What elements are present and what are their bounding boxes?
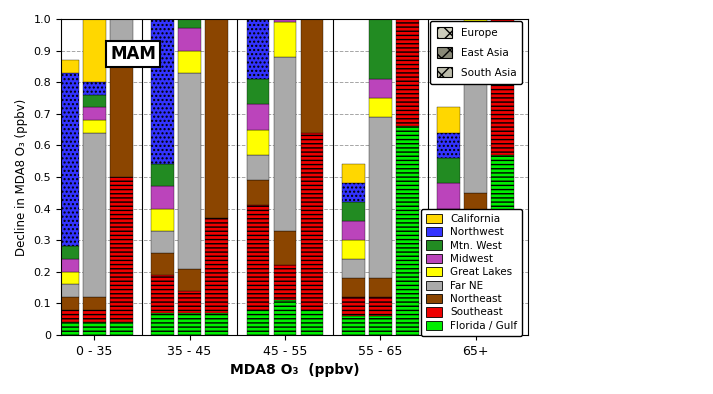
Bar <box>247 205 270 310</box>
Bar <box>274 300 297 335</box>
Bar <box>83 0 106 82</box>
Bar <box>437 133 460 158</box>
Bar <box>151 164 174 186</box>
Bar <box>247 104 270 130</box>
Bar <box>247 130 270 155</box>
Text: MAM: MAM <box>111 45 156 63</box>
Bar <box>56 259 78 272</box>
Bar <box>178 73 201 269</box>
Bar <box>464 38 487 193</box>
Bar <box>83 133 106 297</box>
Bar <box>437 108 460 133</box>
Bar <box>274 0 297 22</box>
Bar <box>342 183 365 202</box>
Bar <box>464 310 487 335</box>
Bar <box>151 186 174 208</box>
Bar <box>342 240 365 259</box>
Bar <box>56 272 78 284</box>
Bar <box>274 230 297 266</box>
Bar <box>369 297 391 316</box>
Bar <box>56 322 78 335</box>
Bar <box>247 0 270 79</box>
X-axis label: MDA8 O₃  (ppbv): MDA8 O₃ (ppbv) <box>230 363 359 377</box>
Bar <box>151 208 174 230</box>
Bar <box>110 66 133 177</box>
Bar <box>178 313 201 335</box>
Bar <box>369 117 391 278</box>
Bar <box>247 310 270 335</box>
Bar <box>301 133 324 310</box>
Bar <box>342 164 365 183</box>
Bar <box>342 202 365 221</box>
Bar <box>110 0 133 66</box>
Bar <box>342 221 365 240</box>
Bar <box>369 316 391 335</box>
Bar <box>83 310 106 322</box>
Bar <box>247 155 270 180</box>
Bar <box>178 291 201 313</box>
Bar <box>151 275 174 313</box>
Bar <box>396 0 419 126</box>
Bar <box>369 278 391 297</box>
Bar <box>56 310 78 322</box>
Bar <box>110 177 133 322</box>
Bar <box>110 322 133 335</box>
Bar <box>83 120 106 133</box>
Bar <box>369 98 391 117</box>
Bar <box>464 193 487 218</box>
Bar <box>342 316 365 335</box>
Bar <box>178 0 201 28</box>
Bar <box>151 13 174 164</box>
Bar <box>464 218 487 310</box>
Bar <box>274 22 297 57</box>
Bar <box>369 0 391 79</box>
Y-axis label: Decline in MDA8 O₃ (ppbv): Decline in MDA8 O₃ (ppbv) <box>15 98 28 256</box>
Bar <box>205 313 228 335</box>
Bar <box>56 73 78 247</box>
Bar <box>178 28 201 50</box>
Bar <box>56 297 78 310</box>
Bar <box>247 180 270 205</box>
Bar <box>491 155 514 335</box>
Bar <box>83 297 106 310</box>
Bar <box>369 79 391 98</box>
Bar <box>205 0 228 218</box>
Bar <box>151 313 174 335</box>
Bar <box>437 158 460 183</box>
Bar <box>437 259 460 284</box>
Bar <box>178 269 201 291</box>
Bar <box>464 0 487 13</box>
Bar <box>83 95 106 108</box>
Bar <box>83 322 106 335</box>
Bar <box>274 266 297 300</box>
Bar <box>301 310 324 335</box>
Bar <box>83 82 106 95</box>
Bar <box>342 259 365 278</box>
Bar <box>83 108 106 120</box>
Bar <box>274 57 297 230</box>
Bar <box>437 183 460 208</box>
Bar <box>437 284 460 310</box>
Bar <box>151 230 174 253</box>
Bar <box>151 253 174 275</box>
Bar <box>437 234 460 259</box>
Bar <box>205 218 228 313</box>
Bar <box>396 126 419 335</box>
Bar <box>56 284 78 297</box>
Bar <box>437 208 460 234</box>
Bar <box>342 297 365 316</box>
Bar <box>56 247 78 259</box>
Bar <box>464 13 487 38</box>
Bar <box>151 0 174 13</box>
Bar <box>247 79 270 104</box>
Legend: California, Northwest, Mtn. West, Midwest, Great Lakes, Far NE, Northeast, South: California, Northwest, Mtn. West, Midwes… <box>421 208 523 336</box>
Bar <box>301 0 324 133</box>
Bar <box>437 310 460 335</box>
Bar <box>491 13 514 155</box>
Bar <box>178 50 201 73</box>
Bar <box>56 60 78 73</box>
Bar <box>491 0 514 13</box>
Bar <box>342 278 365 297</box>
